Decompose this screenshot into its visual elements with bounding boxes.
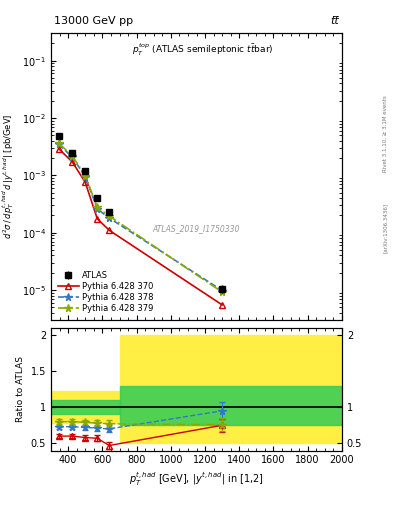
Pythia 6.428 370: [220, 302, 224, 308]
Pythia 6.428 378: [83, 174, 88, 180]
Line: Pythia 6.428 370: Pythia 6.428 370: [56, 146, 225, 308]
Pythia 6.428 370: [107, 227, 112, 233]
Bar: [119, 386, 342, 425]
Text: Rivet 3.1.10, ≥ 3.1M events: Rivet 3.1.10, ≥ 3.1M events: [383, 95, 388, 172]
Pythia 6.428 370: [70, 159, 75, 165]
Pythia 6.428 379: [107, 213, 112, 219]
Y-axis label: Ratio to ATLAS: Ratio to ATLAS: [16, 356, 25, 422]
Text: [arXiv:1306.3436]: [arXiv:1306.3436]: [383, 203, 388, 253]
Text: $p_T^{top}$ (ATLAS semileptonic $t\bar{t}$bar): $p_T^{top}$ (ATLAS semileptonic $t\bar{t…: [132, 42, 273, 58]
Pythia 6.428 379: [83, 173, 88, 179]
Pythia 6.428 378: [57, 141, 61, 147]
Pythia 6.428 379: [70, 153, 75, 159]
Pythia 6.428 379: [57, 140, 61, 146]
Text: 13000 GeV pp: 13000 GeV pp: [54, 16, 133, 26]
Line: Pythia 6.428 379: Pythia 6.428 379: [55, 139, 226, 296]
Pythia 6.428 370: [83, 179, 88, 185]
X-axis label: $p_T^{t,had}$ [GeV], $|y^{t,had}|$ in [1,2]: $p_T^{t,had}$ [GeV], $|y^{t,had}|$ in [1…: [129, 471, 264, 488]
Pythia 6.428 378: [70, 155, 75, 161]
Pythia 6.428 378: [95, 206, 100, 212]
Line: Pythia 6.428 378: Pythia 6.428 378: [55, 140, 226, 294]
Text: ATLAS_2019_I1750330: ATLAS_2019_I1750330: [153, 224, 240, 233]
Y-axis label: $d^2\sigma\,/\,dp_T^{t,had}\,d\,|y^{t,had}|$ [pb/GeV]: $d^2\sigma\,/\,dp_T^{t,had}\,d\,|y^{t,ha…: [1, 114, 17, 239]
Pythia 6.428 379: [220, 289, 224, 295]
Pythia 6.428 378: [220, 287, 224, 293]
Pythia 6.428 378: [107, 215, 112, 221]
Text: tt̅: tt̅: [330, 16, 339, 26]
Pythia 6.428 370: [57, 146, 61, 152]
Pythia 6.428 370: [95, 216, 100, 222]
Legend: ATLAS, Pythia 6.428 370, Pythia 6.428 378, Pythia 6.428 379: ATLAS, Pythia 6.428 370, Pythia 6.428 37…: [55, 269, 156, 316]
Pythia 6.428 379: [95, 204, 100, 210]
Bar: [119, 335, 342, 443]
